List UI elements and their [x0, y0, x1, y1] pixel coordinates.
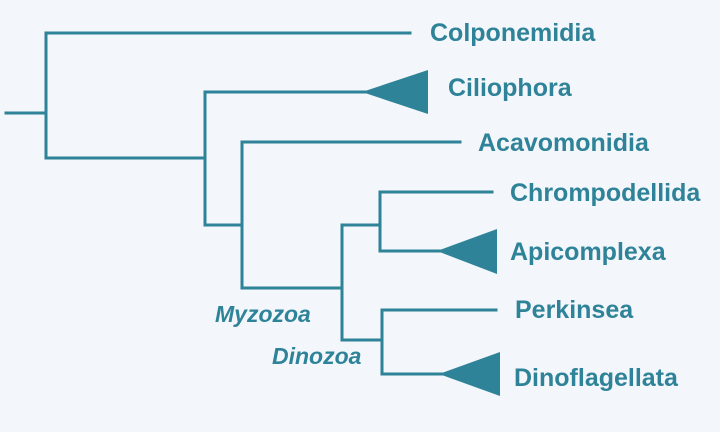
taxon-label-apicomplexa: Apicomplexa: [510, 238, 667, 266]
taxon-label-chrompodellida: Chrompodellida: [510, 179, 701, 207]
taxon-label-ciliophora: Ciliophora: [448, 74, 573, 102]
taxon-label-perkinsea: Perkinsea: [515, 296, 634, 324]
dinoflagellata-collapsed-clade: [439, 352, 500, 396]
taxon-label-colponemidia: Colponemidia: [430, 19, 596, 47]
node-label-myzozoa: Myzozoa: [215, 301, 311, 327]
taxon-label-acavomonidia: Acavomonidia: [478, 129, 650, 157]
taxon-label-dinoflagellata: Dinoflagellata: [514, 364, 679, 392]
apicomplexa-collapsed-clade: [437, 229, 497, 274]
node-label-dinozoa: Dinozoa: [272, 343, 362, 369]
ciliophora-collapsed-clade: [362, 70, 428, 114]
